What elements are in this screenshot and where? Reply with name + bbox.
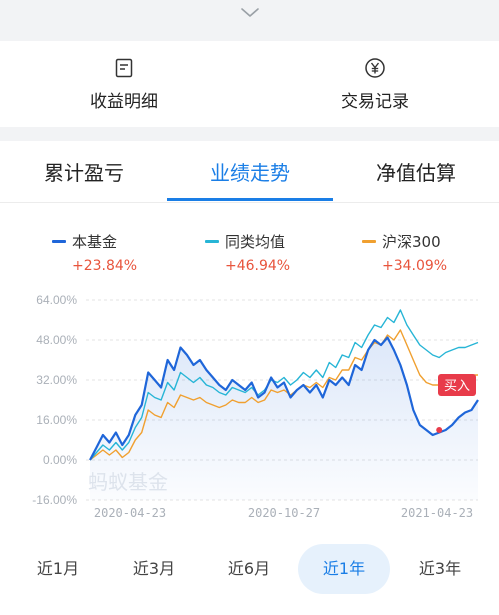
x-tick-label: 2020-04-23 <box>94 506 166 520</box>
y-tick-label: 0.00% <box>43 453 77 467</box>
tab-nav-estimate[interactable]: 净值估算 <box>376 161 456 185</box>
top-strip <box>0 0 499 30</box>
y-tick-label: 48.00% <box>36 333 77 347</box>
trade-record-label: 交易记录 <box>341 92 409 112</box>
legend-item-peer-avg: 同类均值 +46.94% <box>205 231 290 274</box>
y-tick-label: 64.00% <box>36 293 77 307</box>
watermark: 蚂蚁基金 <box>88 470 168 494</box>
legend-value: +34.09% <box>382 258 448 274</box>
period-6m-button[interactable]: 近6月 <box>227 559 271 578</box>
legend-item-hs300: 沪深300 +34.09% <box>362 231 447 274</box>
legend-name: 本基金 <box>72 233 118 251</box>
buy-badge-label: 买入 <box>444 379 470 394</box>
income-detail-link[interactable]: 收益明细 <box>44 41 204 127</box>
y-tick-label: -16.00% <box>32 493 77 507</box>
legend-item-fund: 本基金 +23.84% <box>52 231 137 274</box>
buy-badge <box>438 374 476 396</box>
legend-swatch <box>362 240 376 243</box>
active-tab-indicator <box>167 198 333 201</box>
legend-swatch <box>205 240 219 243</box>
income-detail-label: 收益明细 <box>90 92 158 112</box>
period-3y-button[interactable]: 近3年 <box>418 559 462 578</box>
yen-circle-icon <box>365 58 385 78</box>
legend-swatch <box>52 240 66 243</box>
buy-point <box>436 427 443 433</box>
tab-bar: 累计盈亏 业绩走势 净值估算 <box>0 141 499 203</box>
y-tick-label: 16.00% <box>36 413 77 427</box>
legend-value: +46.94% <box>225 258 291 274</box>
x-tick-label: 2021-04-23 <box>401 506 473 520</box>
document-icon <box>115 58 133 78</box>
performance-chart[interactable]: 64.00% 48.00% 32.00% 16.00% 0.00% -16.00% 2020… <box>0 291 499 536</box>
tab-performance-trend[interactable]: 业绩走势 <box>210 161 290 185</box>
period-1m-button[interactable]: 近1月 <box>36 559 80 578</box>
period-3m-button[interactable]: 近3月 <box>132 559 176 578</box>
legend-name: 沪深300 <box>382 233 441 251</box>
y-tick-label: 32.00% <box>36 373 77 387</box>
fund-series-line <box>89 336 479 461</box>
legend-value: +23.84% <box>72 258 138 274</box>
tab-cumulative-pnl[interactable]: 累计盈亏 <box>44 161 124 185</box>
legend-name: 同类均值 <box>225 233 286 251</box>
trade-record-link[interactable]: 交易记录 <box>295 41 455 127</box>
chevron-down-icon[interactable] <box>240 7 260 19</box>
period-selector: 近1月 近3月 近6月 近1年 近3年 <box>0 544 499 598</box>
x-tick-label: 2020-10-27 <box>248 506 320 520</box>
hs300-series-line <box>89 329 478 461</box>
period-1y-button[interactable]: 近1年 <box>298 544 390 594</box>
quick-links-card: 收益明细 交易记录 <box>0 41 499 127</box>
peer-avg-series-line <box>89 309 479 461</box>
performance-card: 累计盈亏 业绩走势 净值估算 本基金 +23.84% 同类均值 +46.94% … <box>0 141 499 615</box>
